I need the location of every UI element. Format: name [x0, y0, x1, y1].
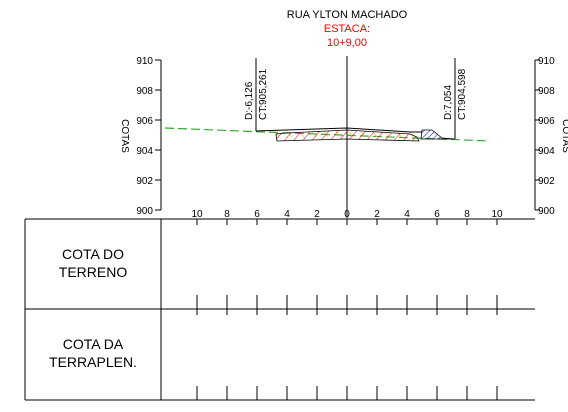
- fill-area: [420, 129, 456, 140]
- elevation-table: COTA DO TERRENO COTA DA TERRAPLEN.: [24, 218, 535, 401]
- y-tick-label-left: 908: [136, 86, 153, 97]
- left-offset-annotation: D:-6,126 CT:905,261: [244, 58, 269, 131]
- y-tick-label-left: 902: [136, 176, 153, 187]
- y-tick-label-left: 906: [136, 116, 153, 127]
- y-tick-label-left: 904: [136, 146, 153, 157]
- y-axis-title-left: COTAS: [119, 119, 130, 153]
- x-tick-label: 2: [314, 209, 320, 220]
- x-tick-label: 4: [284, 209, 290, 220]
- y-tick-label-right: 906: [538, 116, 555, 127]
- left-offset-distance: D:-6,126: [244, 81, 255, 120]
- row-label-earthwork-line1: COTA DA: [63, 336, 124, 352]
- road-section: [255, 127, 456, 142]
- y-tick-label-right: 900: [538, 206, 555, 217]
- right-offset-elevation: CT:904,598: [457, 68, 468, 120]
- left-offset-elevation: CT:905,261: [258, 68, 269, 120]
- right-offset-distance: D:7,054: [443, 85, 454, 120]
- cut-area: [275, 129, 420, 142]
- y-axis-title-right: COTAS: [560, 119, 568, 153]
- row-label-terrain-line1: COTA DO: [62, 246, 124, 262]
- left-elevation-axis: 910 908 906 904 902 900 COTAS: [119, 56, 162, 217]
- street-title: RUA YLTON MACHADO: [287, 9, 408, 21]
- y-tick-label-right: 908: [538, 86, 555, 97]
- x-tick-label: 8: [224, 209, 230, 220]
- y-tick-label-left: 900: [136, 206, 153, 217]
- y-tick-label-right: 910: [538, 56, 555, 67]
- row-label-terrain-line2: TERRENO: [59, 264, 128, 280]
- x-tick-label: 6: [434, 209, 440, 220]
- right-offset-annotation: D:7,054 CT:904,598: [443, 58, 468, 139]
- right-elevation-axis: 910 908 906 904 902 900 COTAS: [534, 56, 568, 217]
- x-tick-label: 10: [191, 209, 203, 220]
- row-label-earthwork-line2: TERRAPLEN.: [49, 354, 137, 370]
- y-tick-label-right: 904: [538, 146, 555, 157]
- formation-outline: [255, 127, 422, 133]
- y-tick-label-right: 902: [538, 176, 555, 187]
- x-tick-label: 10: [491, 209, 503, 220]
- horizontal-offset-axis: 10 8 6 4 2 0 2 4 6 8 10: [191, 209, 503, 220]
- x-tick-label: 6: [254, 209, 260, 220]
- station-label: ESTACA:: [324, 23, 370, 35]
- x-tick-label: 4: [404, 209, 410, 220]
- x-tick-label: 2: [374, 209, 380, 220]
- y-tick-label-left: 910: [136, 56, 153, 67]
- x-tick-label: 0: [344, 209, 350, 220]
- station-value: 10+9,00: [327, 37, 367, 49]
- x-tick-label: 8: [464, 209, 470, 220]
